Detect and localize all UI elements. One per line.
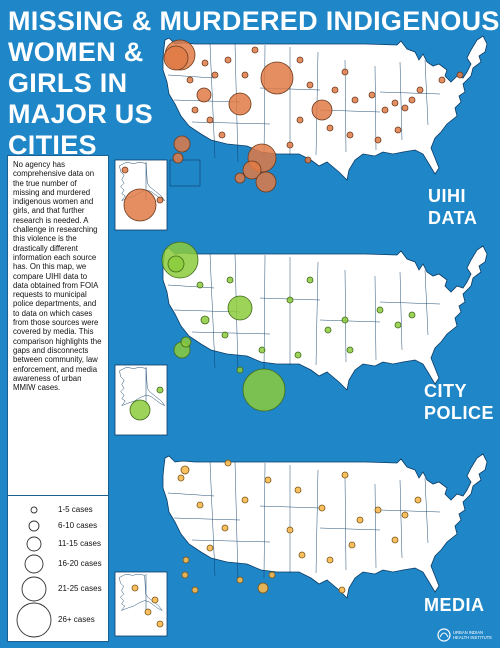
title-line-2: WOMEN & bbox=[8, 37, 144, 67]
uihi-hawaii-inset bbox=[169, 159, 201, 187]
legend-symbol-6-10 bbox=[28, 520, 40, 532]
logo-text-2: HEALTH INSTITUTE bbox=[453, 635, 492, 640]
logo-text-1: URBAN INDIAN bbox=[453, 630, 483, 635]
police-map bbox=[114, 241, 488, 436]
title-line-3: GIRLS IN bbox=[8, 68, 128, 98]
legend-label-5: 21-25 cases bbox=[58, 584, 102, 593]
section-label-uihi: UIHI DATA bbox=[428, 185, 477, 229]
media-state-borders bbox=[167, 461, 441, 581]
uihi-logo: URBAN INDIAN HEALTH INSTITUTE bbox=[437, 627, 495, 643]
legend-symbols bbox=[16, 506, 52, 638]
intro-text: No agency has comprehensive data on the … bbox=[13, 160, 102, 393]
legend-symbol-11-15 bbox=[26, 536, 42, 552]
section-police-line-2: POLICE bbox=[424, 403, 495, 423]
media-markers bbox=[131, 459, 422, 628]
legend-symbol-26-plus bbox=[16, 602, 52, 638]
section-uihi-line-1: UIHI bbox=[428, 186, 466, 206]
legend-label-1: 1-5 cases bbox=[58, 505, 93, 514]
uihi-map bbox=[114, 35, 488, 231]
media-map bbox=[114, 453, 488, 637]
section-media-line-1: MEDIA bbox=[424, 595, 485, 615]
police-markers bbox=[129, 241, 416, 421]
uihi-markers bbox=[121, 39, 464, 222]
legend-symbol-16-20 bbox=[24, 554, 44, 574]
legend-symbol-1-5 bbox=[30, 506, 38, 514]
section-label-media: MEDIA bbox=[424, 594, 485, 616]
legend-label-6: 26+ cases bbox=[58, 615, 95, 624]
page-title: MISSING & MURDERED INDIGENOUS WOMEN & GI… bbox=[8, 6, 500, 161]
legend-symbol-21-25 bbox=[21, 576, 47, 602]
section-label-police: CITY POLICE bbox=[424, 380, 494, 424]
section-police-line-1: CITY bbox=[424, 381, 468, 401]
legend-label-4: 16-20 cases bbox=[58, 559, 102, 568]
legend-label-3: 11-15 cases bbox=[58, 539, 101, 548]
legend-label-2: 6-10 cases bbox=[58, 521, 98, 530]
uihi-logo-mark: URBAN INDIAN HEALTH INSTITUTE bbox=[437, 628, 492, 642]
legend: 1-5 cases 6-10 cases 11-15 cases 16-20 c… bbox=[7, 495, 109, 642]
title-line-4: MAJOR US bbox=[8, 99, 153, 129]
section-uihi-line-2: DATA bbox=[428, 208, 478, 228]
data-range-note: Note: data ranges from 1943 to 2018, but… bbox=[10, 432, 105, 481]
title-line-1: MISSING & MURDERED INDIGENOUS bbox=[8, 6, 500, 36]
